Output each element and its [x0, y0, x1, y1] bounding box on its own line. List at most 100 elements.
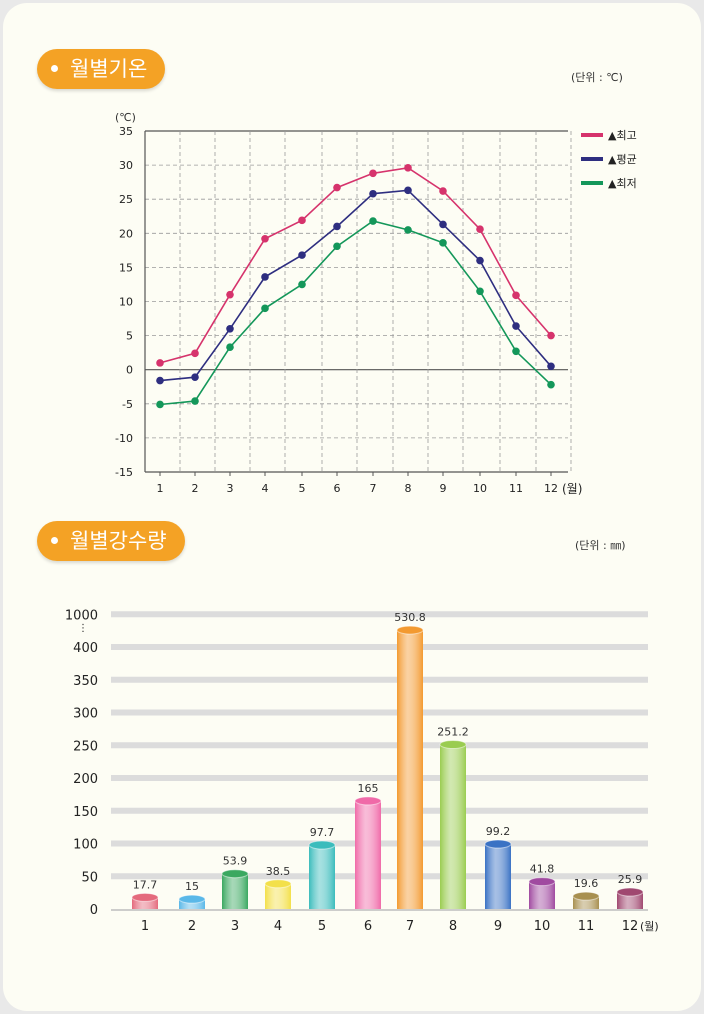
x-tick-label: 10: [534, 919, 551, 934]
data-point: [439, 220, 447, 229]
x-tick-label: 11: [578, 919, 595, 934]
gridline-y: [111, 644, 648, 650]
x-tick-label: 3: [231, 919, 239, 934]
data-point: [512, 322, 520, 330]
y-tick-label: 1000: [65, 608, 98, 623]
legend-label: ▲최저: [608, 177, 637, 190]
bar-shade: [355, 800, 381, 909]
data-point: [226, 343, 234, 351]
gridline-y: [111, 775, 648, 781]
bar-cap: [221, 869, 249, 879]
bar-value-label: 530.8: [394, 611, 426, 624]
data-point: [226, 290, 234, 299]
gridline-y: [111, 709, 648, 716]
x-tick-label: 1: [141, 919, 149, 934]
legend-swatch: [581, 157, 603, 161]
precipitation-unit: (단위 : ㎜): [575, 539, 626, 552]
legend-swatch: [581, 181, 603, 185]
data-point: [333, 222, 341, 231]
y-tick-label: 30: [119, 159, 133, 172]
y-tick-label: 250: [73, 739, 98, 754]
data-point: [547, 331, 555, 340]
x-tick-label: 12: [622, 919, 639, 934]
bar-cap: [572, 891, 600, 901]
x-tick-label: 1: [157, 482, 164, 495]
x-tick-label: 2: [192, 482, 199, 495]
data-point: [512, 347, 520, 356]
x-tick-label: 5: [318, 919, 326, 934]
data-point: [476, 225, 484, 234]
bar-shade: [485, 844, 511, 909]
bar-value-label: 41.8: [530, 863, 555, 876]
x-tick-label: 10: [473, 482, 487, 495]
bar-value-label: 19.6: [574, 877, 599, 890]
bar-shade: [222, 873, 248, 909]
data-point: [476, 256, 484, 265]
bar-value-label: 97.7: [310, 826, 335, 839]
legend-label: ▲최고: [608, 129, 637, 142]
data-point: [191, 349, 199, 358]
y-tick-label: 5: [126, 330, 133, 343]
bar-cap: [354, 796, 382, 806]
x-tick-label: 9: [494, 919, 502, 934]
series-line: [159, 166, 552, 364]
bar-cap: [439, 739, 467, 749]
bar-cap: [484, 839, 512, 849]
data-point: [261, 234, 269, 243]
legend-swatch: [581, 133, 603, 137]
data-point: [439, 239, 447, 247]
data-point: [439, 187, 447, 195]
data-point: [261, 304, 269, 313]
data-point: [226, 324, 234, 333]
x-tick-label: 11: [509, 482, 523, 495]
precipitation-bar-chart: 1000400350300250200150100500⋮17.7115253.…: [65, 608, 659, 934]
data-point: [547, 380, 555, 389]
bar-cap: [308, 840, 336, 850]
gridline-y: [111, 676, 648, 683]
bar-cap: [178, 894, 206, 904]
y-tick-label: -10: [115, 432, 133, 445]
y-tick-label: 100: [73, 838, 98, 853]
bar-value-label: 38.5: [266, 865, 291, 878]
data-point: [369, 189, 377, 198]
data-point: [404, 186, 412, 195]
data-point: [333, 242, 341, 251]
bar-value-label: 15: [185, 880, 199, 893]
y-tick-label: 25: [119, 193, 133, 206]
x-tick-label: 5: [299, 482, 306, 495]
x-axis-unit-label: (월): [640, 920, 659, 933]
y-tick-label: 0: [126, 364, 133, 377]
data-point: [369, 217, 377, 225]
x-tick-label: 7: [370, 482, 377, 495]
data-point: [547, 362, 555, 371]
y-tick-label: 400: [73, 641, 98, 656]
bar-value-label: 251.2: [437, 725, 469, 738]
y-tick-label: 150: [73, 805, 98, 820]
data-point: [298, 280, 306, 289]
data-point: [512, 291, 520, 300]
data-point: [404, 164, 412, 172]
y-tick-label: -5: [122, 398, 133, 411]
bar-shade: [397, 630, 423, 909]
x-tick-label: 6: [364, 919, 372, 934]
bar-value-label: 53.9: [223, 855, 248, 868]
data-point: [156, 400, 164, 409]
bar-value-label: 99.2: [486, 825, 511, 838]
y-axis-unit-label: (℃): [115, 111, 136, 124]
data-point: [156, 376, 164, 385]
data-point: [404, 226, 412, 234]
page: 월별기온 (단위 : ℃) 월별강수량 (단위 : ㎜) (℃) 35 30 25 20…: [3, 3, 701, 1011]
y-tick-label: 0: [90, 903, 98, 918]
bar-shade: [309, 845, 335, 909]
bar-cap: [131, 892, 159, 902]
y-tick-label: 35: [119, 125, 133, 138]
y-tick-label: -15: [115, 466, 133, 479]
bar-cap: [528, 877, 556, 887]
bar-shade: [440, 744, 466, 909]
data-point: [191, 397, 199, 405]
temperature-title: 월별기온: [37, 49, 166, 89]
gridline-y: [111, 611, 648, 618]
y-tick-label: 15: [119, 261, 133, 274]
x-tick-label: 4: [262, 482, 269, 495]
